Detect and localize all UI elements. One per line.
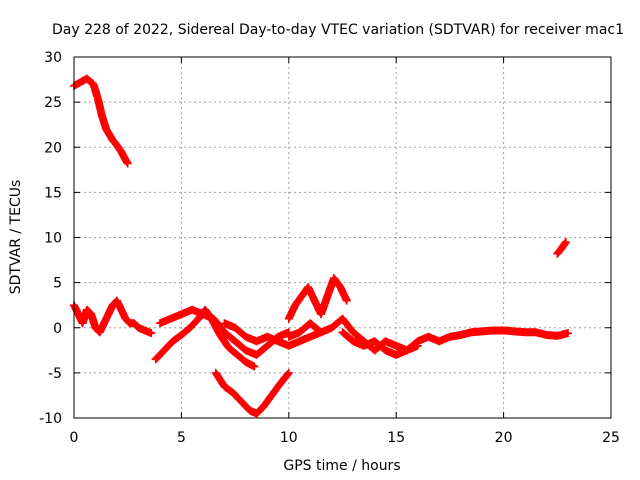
y-axis-label: SDTVAR / TECUs xyxy=(8,180,24,295)
y-tick-label: 25 xyxy=(44,95,62,111)
x-tick-label: 20 xyxy=(495,430,513,446)
y-tick-label: 20 xyxy=(44,140,62,156)
y-tick-label: 15 xyxy=(44,185,62,201)
data-point xyxy=(147,329,156,338)
y-tick-label: -5 xyxy=(48,366,62,382)
y-tick-label: 0 xyxy=(53,321,62,337)
y-tick-label: 30 xyxy=(44,50,62,66)
series-arc-f xyxy=(220,319,326,350)
series-arc-d xyxy=(155,305,293,359)
series-arc-j xyxy=(553,238,570,258)
data-point xyxy=(342,296,351,305)
x-tick-label: 0 xyxy=(70,430,79,446)
data-point xyxy=(123,159,132,168)
x-tick-label: 15 xyxy=(387,430,405,446)
series-arc-g xyxy=(284,274,351,323)
x-tick-label: 10 xyxy=(280,430,298,446)
data-point xyxy=(561,238,570,247)
y-tick-label: 10 xyxy=(44,231,62,247)
data-marks xyxy=(70,74,573,418)
data-point xyxy=(250,362,259,371)
data-point xyxy=(284,368,293,377)
data-point xyxy=(413,341,422,350)
y-tick-label: -10 xyxy=(39,411,62,427)
x-tick-label: 5 xyxy=(177,430,186,446)
chart-title: Day 228 of 2022, Sidereal Day-to-day VTE… xyxy=(52,22,624,38)
x-axis-label: GPS time / hours xyxy=(283,458,400,474)
series-arc-i xyxy=(338,328,422,359)
series-arc-b xyxy=(70,296,156,338)
grid xyxy=(74,57,611,418)
series-arc-e xyxy=(211,368,293,418)
data-point xyxy=(283,369,292,378)
y-tick-label: 5 xyxy=(53,276,62,292)
axis-ticks: 0 5 10 15 20 25 -10 -5 0 5 10 15 20 25 30 xyxy=(39,50,620,446)
x-tick-label: 25 xyxy=(602,430,620,446)
series-arc-c xyxy=(151,305,259,371)
data-point xyxy=(564,329,573,338)
series-arc-a xyxy=(70,74,132,168)
